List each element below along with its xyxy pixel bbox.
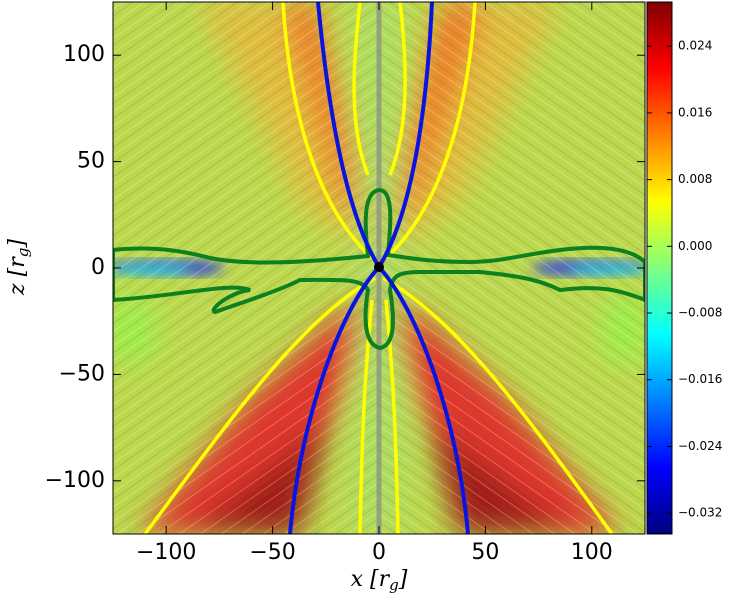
x-tick-label: −50 bbox=[249, 540, 295, 565]
colorbar-tick-label: 0.016 bbox=[678, 105, 712, 119]
x-axis-label: x [rg] bbox=[351, 567, 408, 594]
colorbar-tick-label: −0.032 bbox=[678, 506, 722, 520]
colorbar-tick-label: 0.000 bbox=[678, 239, 712, 253]
y-axis-label: z [rg] bbox=[5, 239, 32, 296]
x-label-sub: g bbox=[389, 576, 399, 594]
y-tick-label: 100 bbox=[63, 42, 105, 67]
colorbar-tick-label: −0.024 bbox=[678, 439, 722, 453]
x-tick-label: −100 bbox=[136, 540, 196, 565]
colorbar-tick-label: 0.008 bbox=[678, 172, 712, 186]
x-tick-label: 100 bbox=[571, 540, 613, 565]
y-tick-label: −100 bbox=[45, 468, 105, 493]
y-label-end: ] bbox=[5, 239, 30, 249]
x-label-end: ] bbox=[398, 567, 408, 592]
y-label-sub: g bbox=[14, 248, 32, 258]
x-tick-label: 50 bbox=[471, 540, 499, 565]
colorbar-tick-label: −0.016 bbox=[678, 372, 722, 386]
y-tick-label: 50 bbox=[77, 149, 105, 174]
x-label-main: x [r bbox=[351, 567, 391, 592]
y-label-main: z [r bbox=[5, 256, 30, 296]
colorbar bbox=[646, 1, 673, 535]
colorbar-tick-label: 0.024 bbox=[678, 39, 712, 53]
y-tick-label: 0 bbox=[91, 255, 105, 280]
y-tick-label: −50 bbox=[59, 361, 105, 386]
x-tick-label: 0 bbox=[372, 540, 386, 565]
field bbox=[113, 2, 645, 534]
colorbar-tick-label: −0.008 bbox=[678, 306, 722, 320]
